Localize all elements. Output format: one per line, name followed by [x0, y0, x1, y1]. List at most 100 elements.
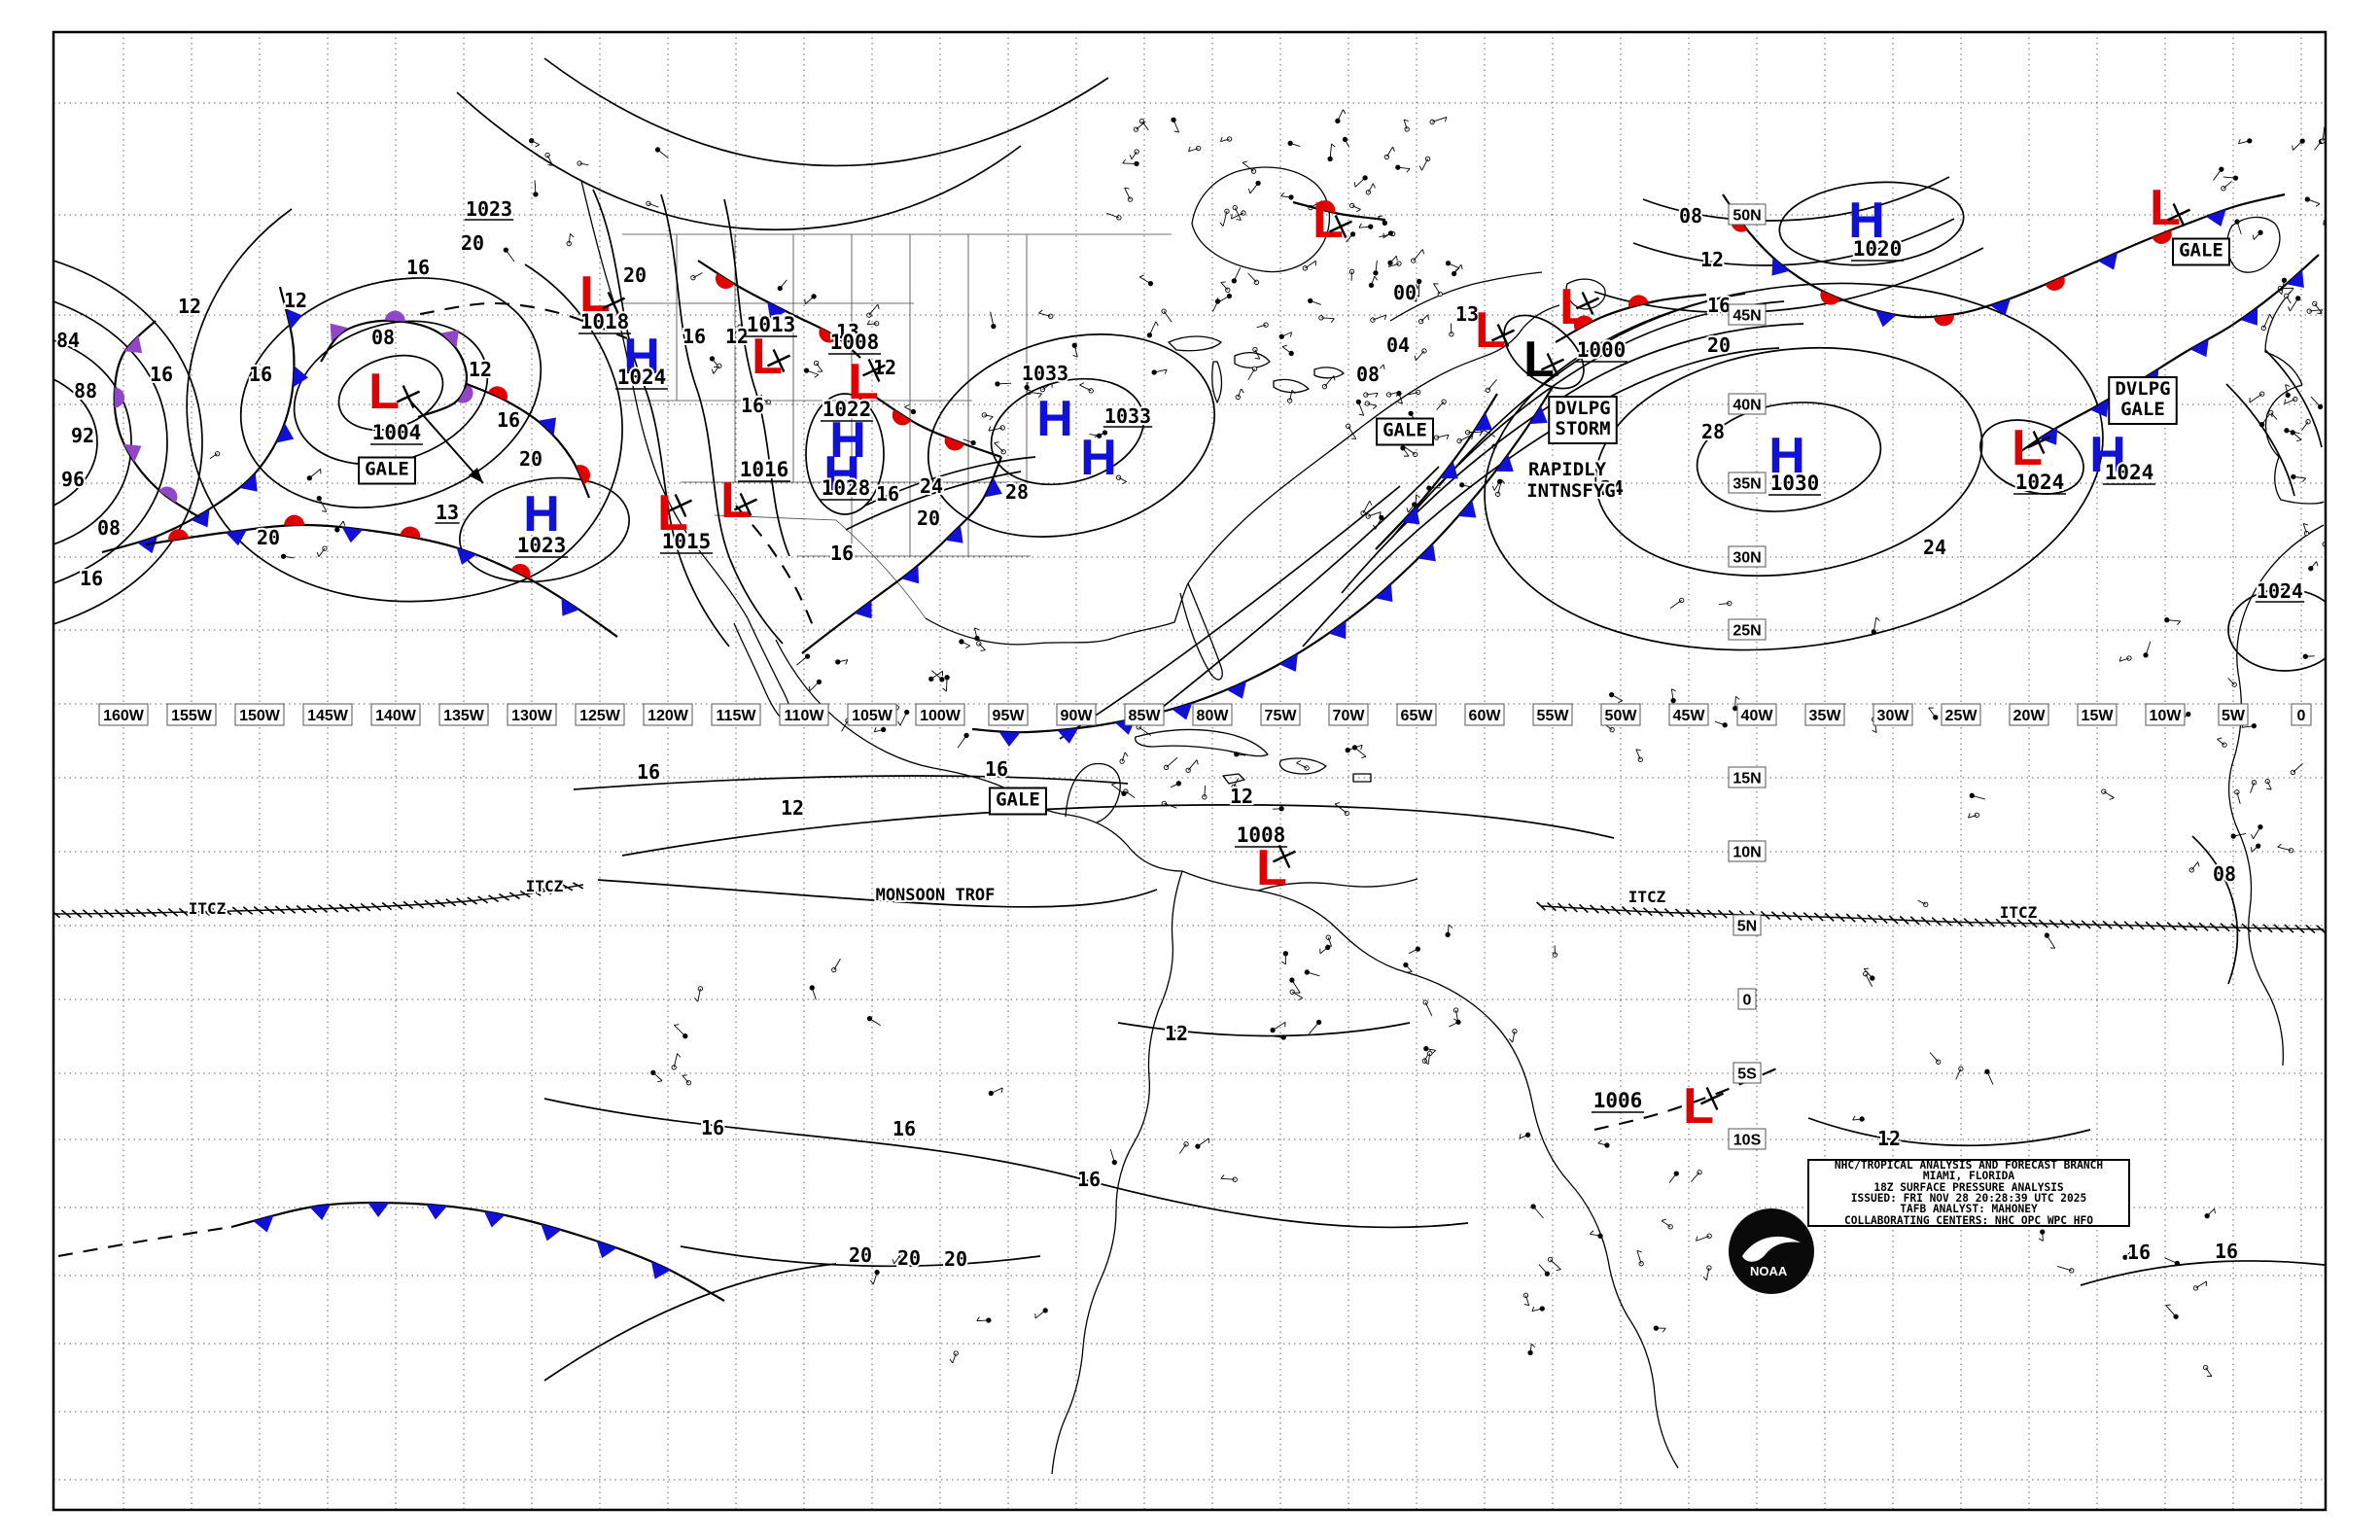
svg-text:60W: 60W: [1469, 708, 1502, 724]
svg-text:H: H: [2089, 427, 2126, 483]
occluded-front: [113, 320, 200, 518]
svg-text:16: 16: [741, 394, 764, 417]
svg-text:GALE: GALE: [2179, 240, 2223, 262]
svg-text:10W: 10W: [2150, 708, 2183, 724]
svg-text:135W: 135W: [443, 708, 485, 724]
noaa-logo: NOAA: [1729, 1208, 1814, 1294]
svg-text:50N: 50N: [1732, 208, 1761, 225]
svg-text:125W: 125W: [579, 708, 621, 724]
svg-text:28: 28: [1005, 480, 1029, 504]
motion-arrows: [407, 398, 484, 484]
svg-text:24: 24: [1600, 476, 1624, 500]
svg-text:1030: 1030: [1770, 472, 1820, 495]
info-line-analyst: TAFB ANALYST: MAHONEY: [1900, 1203, 2038, 1216]
svg-text:92: 92: [71, 424, 94, 447]
svg-text:1022: 1022: [822, 398, 872, 421]
pressure-center-L: L: [1312, 192, 1353, 249]
svg-text:H: H: [623, 329, 660, 385]
svg-text:1023: 1023: [466, 197, 512, 221]
chart-info-box: NHC/TROPICAL ANALYSIS AND FORECAST BRANC…: [1807, 1159, 2130, 1227]
political-borders: [622, 233, 1172, 619]
svg-text:90W: 90W: [1061, 708, 1094, 724]
svg-text:16: 16: [2215, 1240, 2238, 1263]
svg-text:16: 16: [497, 408, 520, 432]
svg-text:H: H: [1768, 428, 1805, 484]
info-line-city: MIAMI, FLORIDA: [1922, 1170, 2015, 1183]
svg-text:13: 13: [836, 320, 859, 343]
svg-text:75W: 75W: [1265, 708, 1298, 724]
stationary-front: [145, 514, 618, 638]
svg-text:10S: 10S: [1733, 1133, 1762, 1149]
svg-text:GALE: GALE: [996, 789, 1040, 811]
svg-text:1013: 1013: [747, 313, 796, 336]
cold-front: [230, 1201, 725, 1302]
svg-text:08: 08: [97, 516, 121, 540]
svg-text:155W: 155W: [171, 708, 213, 724]
info-line-centers: COLLABORATING CENTERS: NHC OPC WPC HFO: [1844, 1213, 2093, 1227]
svg-text:16: 16: [985, 757, 1008, 781]
svg-text:25N: 25N: [1732, 623, 1761, 640]
svg-text:00: 00: [1393, 281, 1417, 304]
mixed-front: [1722, 192, 2286, 328]
svg-text:STORM: STORM: [1555, 418, 1610, 439]
pressure-center-L-1006: L 1006: [1592, 1078, 1725, 1135]
svg-text:20: 20: [897, 1246, 921, 1270]
svg-text:DVLPG: DVLPG: [1555, 398, 1610, 419]
svg-text:20W: 20W: [2013, 708, 2047, 724]
trough-lines: [57, 301, 1780, 1258]
pressure-center-L-1000: L 1000: [1523, 332, 1628, 388]
svg-text:12: 12: [781, 796, 804, 820]
cold-front: [801, 456, 1003, 654]
svg-text:16: 16: [701, 1116, 724, 1139]
svg-text:12: 12: [1877, 1127, 1901, 1150]
svg-text:12: 12: [1165, 1022, 1188, 1045]
pressure-center-L: L: [1475, 302, 1516, 359]
svg-text:RAPIDLY: RAPIDLY: [1528, 459, 1607, 480]
svg-text:45N: 45N: [1732, 308, 1761, 325]
svg-text:12: 12: [873, 356, 896, 379]
svg-text:DVLPG: DVLPG: [2115, 378, 2170, 400]
svg-text:NOAA: NOAA: [1750, 1264, 1788, 1278]
svg-text:H: H: [523, 486, 560, 542]
svg-text:65W: 65W: [1401, 708, 1434, 724]
svg-text:10N: 10N: [1732, 845, 1761, 861]
svg-text:L: L: [1256, 840, 1287, 896]
svg-text:13: 13: [1455, 302, 1479, 326]
annotation-box-gale: GALE: [358, 456, 416, 485]
svg-text:40N: 40N: [1732, 398, 1761, 414]
svg-text:1000: 1000: [1577, 338, 1627, 362]
svg-text:16: 16: [892, 1117, 916, 1140]
svg-text:1015: 1015: [662, 530, 712, 553]
svg-text:24: 24: [920, 474, 943, 498]
occluded-front: [320, 310, 473, 419]
svg-text:20: 20: [623, 263, 647, 287]
info-line-branch: NHC/TROPICAL ANALYSIS AND FORECAST BRANC…: [1834, 1159, 2104, 1172]
svg-text:16: 16: [150, 363, 173, 386]
svg-text:08: 08: [2213, 862, 2236, 886]
svg-text:110W: 110W: [785, 708, 825, 724]
svg-text:08: 08: [1356, 363, 1380, 386]
svg-text:16: 16: [249, 363, 272, 386]
svg-text:20: 20: [257, 526, 280, 549]
svg-text:0: 0: [2297, 708, 2306, 724]
cold-front: [1375, 393, 1498, 550]
svg-text:5S: 5S: [1737, 1067, 1757, 1083]
itcz-band: [53, 882, 2326, 934]
map-text-labels: 84 88 92 96 08 16 16 12 16 20 16 12 08 12 16 20 20 1023 13…: [54, 195, 2305, 1273]
svg-text:16: 16: [637, 760, 660, 784]
svg-text:GALE: GALE: [365, 459, 409, 480]
svg-text:1018: 1018: [580, 310, 630, 333]
annotation-box-gale: GALE: [1376, 417, 1434, 446]
svg-text:16: 16: [1707, 294, 1731, 317]
svg-text:INTNSFYG: INTNSFYG: [1526, 480, 1616, 502]
svg-text:GALE: GALE: [1382, 420, 1427, 441]
svg-text:1033: 1033: [1104, 404, 1151, 428]
